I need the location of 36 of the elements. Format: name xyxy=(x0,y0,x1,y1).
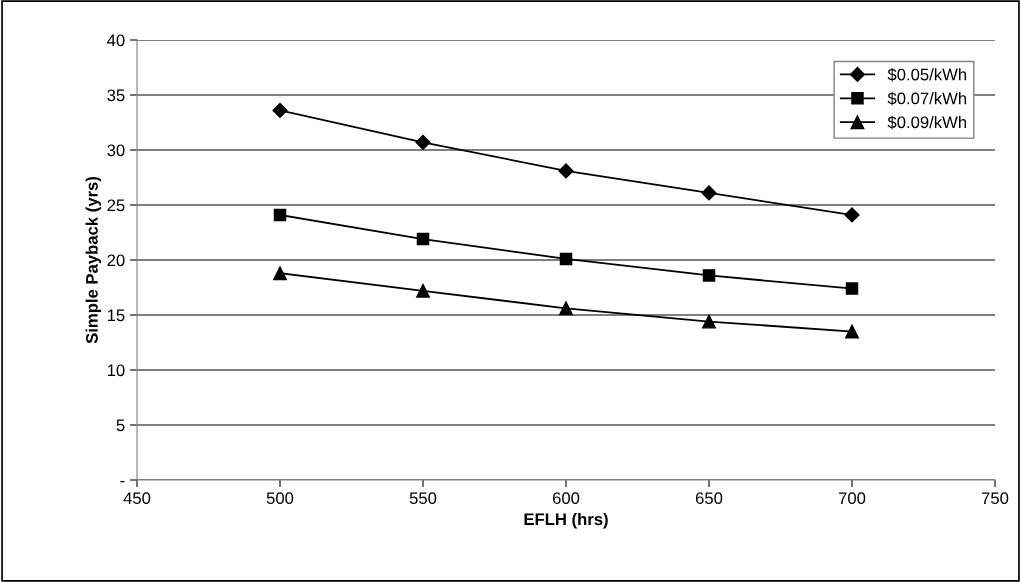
point xyxy=(701,185,717,201)
point xyxy=(559,252,573,266)
x-axis-title: EFLH (hrs) xyxy=(524,512,608,529)
point xyxy=(844,207,860,223)
y-tick-label: 35 xyxy=(107,89,125,102)
y-tick-label: 25 xyxy=(107,199,125,212)
point xyxy=(702,314,716,329)
point xyxy=(845,324,859,339)
x-tick-label: 750 xyxy=(981,492,1009,505)
point xyxy=(702,269,716,282)
point xyxy=(558,163,574,179)
y-tick-label: 5 xyxy=(116,419,125,432)
y-tick-label: 40 xyxy=(107,34,125,47)
y-tick-label: - xyxy=(120,480,125,483)
point xyxy=(416,232,430,246)
legend-label: $0.07/kWh xyxy=(887,91,967,106)
y-tick-label: 15 xyxy=(107,309,125,322)
y-axis-title: Simple Payback (yrs) xyxy=(85,176,102,344)
x-tick-label: 600 xyxy=(552,492,580,505)
x-tick-label: 500 xyxy=(266,492,294,505)
point xyxy=(273,208,287,222)
legend-label: $0.09/kWh xyxy=(887,115,967,130)
point xyxy=(272,102,288,118)
y-tick-label: 30 xyxy=(107,144,125,157)
x-tick-label: 650 xyxy=(695,492,723,505)
x-tick-label: 550 xyxy=(409,492,437,505)
point xyxy=(416,283,430,298)
point xyxy=(415,134,431,150)
legend-label: $0.05/kWh xyxy=(887,67,967,82)
point xyxy=(559,301,573,316)
y-tick-label: 10 xyxy=(107,364,125,377)
y-tick-label: 20 xyxy=(107,254,125,267)
point xyxy=(845,282,859,295)
x-tick-label: 450 xyxy=(123,492,151,505)
x-tick-label: 700 xyxy=(838,492,866,505)
point xyxy=(273,266,287,281)
